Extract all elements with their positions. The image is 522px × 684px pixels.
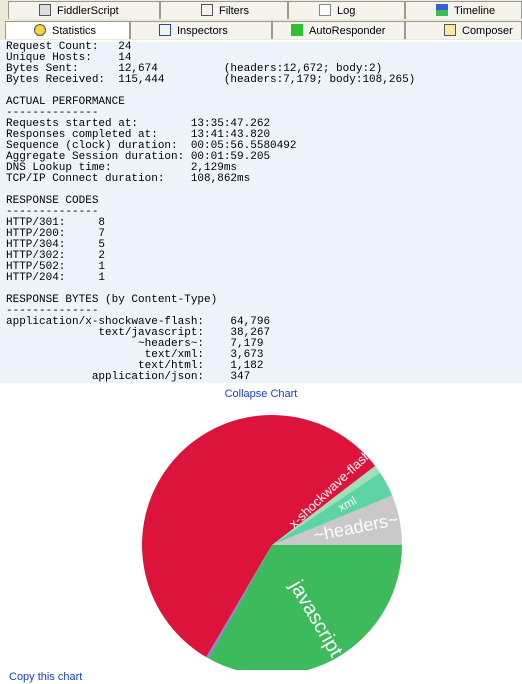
stats-line: Responses completed at: 13:41:43.820 <box>6 129 271 141</box>
tab-label: Filters <box>219 5 249 17</box>
tab-label: Composer <box>462 25 513 37</box>
tab-label: FiddlerScript <box>57 5 119 17</box>
stats-line: RESPONSE BYTES (by Content-Type) <box>6 294 218 306</box>
tab-label: Log <box>337 5 356 17</box>
stats-line: text/xml: 3,673 <box>6 349 264 361</box>
stats-line: -------------- <box>6 305 99 317</box>
pie-slice <box>272 495 402 545</box>
tab-row: Statistics Inspectors AutoResponder Comp… <box>0 20 522 40</box>
stats-line: HTTP/301: 8 <box>6 217 106 229</box>
stats-line: DNS Lookup time: 2,129ms <box>6 162 238 174</box>
collapse-chart-link[interactable]: Collapse Chart <box>224 388 298 400</box>
stats-line: -------------- <box>6 206 99 218</box>
stats-line: Request Count: 24 <box>6 41 132 53</box>
stats-line: ~headers~: 7,179 <box>6 338 264 350</box>
stats-line: Unique Hosts: 14 <box>6 52 132 64</box>
stats-line: text/html: 1,182 <box>6 360 264 372</box>
pie-slice <box>272 465 380 545</box>
pie-slice <box>208 545 402 670</box>
stats-line: Bytes Received: 115,444 (headers:7,179; … <box>6 74 416 86</box>
stats-line: HTTP/302: 2 <box>6 250 106 262</box>
stats-line: Sequence (clock) duration: 00:05:56.5580… <box>6 140 297 152</box>
tab[interactable]: Composer <box>405 21 522 39</box>
stats-line: RESPONSE CODES <box>6 195 99 207</box>
stats-line: Requests started at: 13:35:47.262 <box>6 118 271 130</box>
pie-slice <box>272 472 393 545</box>
stats-line: application/json: 347 <box>6 371 251 383</box>
stats-line: ACTUAL PERFORMANCE <box>6 96 125 108</box>
stats-line: Bytes Sent: 12,674 (headers:12,672; body… <box>6 63 383 75</box>
stats-line: application/x-shockwave-flash: 64,796 <box>6 316 271 328</box>
stats-section: RESPONSE BYTES (by Content-Type) --------… <box>6 295 522 383</box>
stats-line: HTTP/200: 7 <box>6 228 106 240</box>
stats-line: HTTP/204: 1 <box>6 272 106 284</box>
pie-slice <box>141 414 376 658</box>
tab[interactable]: Filters <box>160 1 288 19</box>
tab[interactable]: Log <box>288 1 405 19</box>
stats-line: -------------- <box>6 107 99 119</box>
copy-chart-link[interactable]: Copy this chart <box>9 671 83 683</box>
tab-label: Statistics <box>52 25 97 37</box>
tab[interactable]: FiddlerScript <box>8 1 160 19</box>
tab-row: FiddlerScript Filters Log Timeline <box>0 0 522 20</box>
tab[interactable]: AutoResponder <box>272 21 405 39</box>
pie-slice <box>206 545 272 659</box>
tab-label: AutoResponder <box>309 25 386 37</box>
tab-label: Timeline <box>454 5 496 17</box>
tab[interactable]: Statistics <box>5 21 130 39</box>
statistics-text: Request Count: 24 Unique Hosts: 14 Bytes S… <box>0 42 522 383</box>
tab-label: Inspectors <box>177 25 228 37</box>
stats-line: HTTP/304: 5 <box>6 239 106 251</box>
tab[interactable]: Inspectors <box>130 21 272 39</box>
stats-line: TCP/IP Connect duration: 108,862ms <box>6 173 251 185</box>
stats-line: text/javascript: 38,267 <box>6 327 271 339</box>
stats-line: HTTP/502: 1 <box>6 261 106 273</box>
stats-line: Aggregate Session duration: 00:01:59.205 <box>6 151 271 163</box>
tab[interactable]: Timeline <box>405 1 522 19</box>
stats-section: Request Count: 24 Unique Hosts: 14 Bytes S… <box>6 42 522 86</box>
stats-section: ACTUAL PERFORMANCE -------------- Requests… <box>6 97 522 185</box>
